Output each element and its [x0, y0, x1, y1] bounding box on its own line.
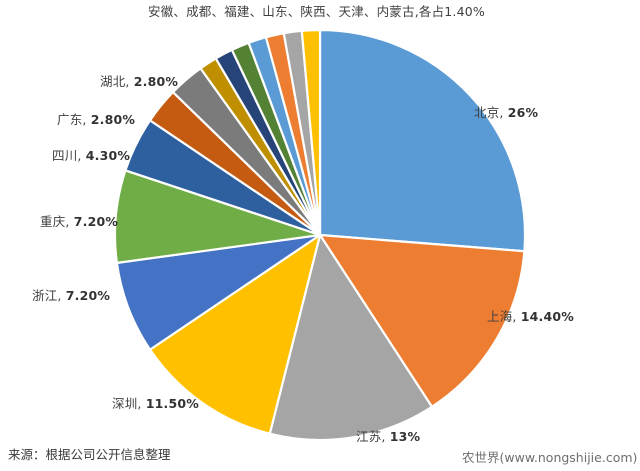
pie-slice-group	[113, 28, 527, 442]
source-note: 来源：根据公司公开信息整理	[8, 447, 171, 462]
pie-label-jiangsu: 江苏, 13%	[356, 429, 420, 444]
pie-label-beijing-value: 26%	[507, 105, 539, 120]
pie-slice-上海	[318, 233, 526, 408]
pie-label-jiangsu-name: 江苏,	[356, 429, 390, 444]
pie-slice-江苏	[268, 233, 434, 442]
pie-label-zhejiang-name: 浙江,	[32, 288, 66, 303]
pie-label-shanghai-value: 14.40%	[520, 309, 575, 324]
pie-label-shanghai: 上海, 14.40%	[487, 309, 574, 324]
pie-label-chongqing-name: 重庆,	[40, 214, 74, 229]
pie-slice-北京	[318, 28, 527, 253]
site-watermark: 农世界(www.nongshijie.com)	[462, 450, 638, 465]
pie-slice-内蒙古	[300, 28, 322, 237]
pie-label-sichuan-value: 4.30%	[85, 148, 131, 163]
pie-label-shenzhen: 深圳, 11.50%	[112, 396, 199, 411]
pie-label-sichuan: 四川, 4.30%	[52, 148, 130, 163]
pie-label-shenzhen-value: 11.50%	[145, 396, 200, 411]
pie-label-guangdong: 广东, 2.80%	[57, 112, 135, 127]
pie-label-shanghai-name: 上海,	[487, 309, 521, 324]
pie-label-chongqing: 重庆, 7.20%	[40, 214, 118, 229]
pie-label-grouped-small-slices: 安徽、成都、福建、山东、陕西、天津、内蒙古,各占1.40%	[148, 4, 485, 19]
pie-label-hubei-name: 湖北,	[100, 74, 134, 89]
pie-label-zhejiang: 浙江, 7.20%	[32, 288, 110, 303]
pie-label-zhejiang-value: 7.20%	[65, 288, 111, 303]
pie-label-guangdong-name: 广东,	[57, 112, 91, 127]
pie-label-guangdong-value: 2.80%	[90, 112, 136, 127]
pie-label-hubei-value: 2.80%	[133, 74, 179, 89]
pie-label-sichuan-name: 四川,	[52, 148, 86, 163]
pie-label-beijing-name: 北京,	[474, 105, 508, 120]
pie-slice-深圳	[148, 233, 322, 435]
pie-label-shenzhen-name: 深圳,	[112, 396, 146, 411]
pie-label-jiangsu-value: 13%	[389, 429, 421, 444]
pie-label-chongqing-value: 7.20%	[73, 214, 119, 229]
pie-label-hubei: 湖北, 2.80%	[100, 74, 178, 89]
pie-label-beijing: 北京, 26%	[474, 105, 538, 120]
